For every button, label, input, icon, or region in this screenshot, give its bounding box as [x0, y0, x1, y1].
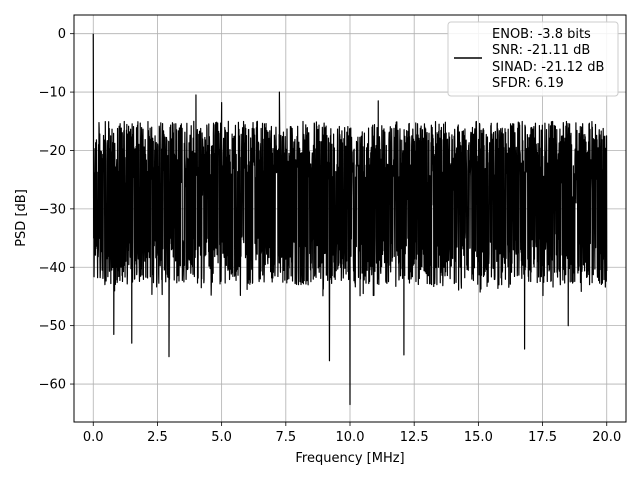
x-tick-label: 20.0	[592, 430, 621, 445]
y-axis-ticks: 0 −10 −20 −30 −40 −50 −60	[39, 27, 74, 393]
legend-entry-snr: SNR: -21.11 dB	[492, 43, 590, 58]
x-tick-label: 5.0	[211, 430, 232, 445]
x-tick-label: 10.0	[336, 430, 365, 445]
legend-box	[447, 21, 619, 97]
legend-entry-sfdr: SFDR: 6.19	[492, 76, 564, 91]
x-tick-label: 12.5	[400, 430, 429, 445]
x-axis-label: Frequency [MHz]	[295, 451, 404, 466]
x-axis-ticks: 0.0 2.5 5.0 7.5 10.0 12.5 15.0 17.5 20.0	[83, 422, 621, 445]
plot-area	[92, 33, 608, 406]
psd-series	[92, 33, 608, 406]
x-tick-label: 15.0	[464, 430, 493, 445]
y-tick-label: −50	[39, 319, 66, 334]
psd-series-line	[92, 33, 608, 406]
y-tick-label: −30	[39, 202, 66, 217]
legend-entry-enob: ENOB: -3.8 bits	[492, 27, 591, 42]
y-tick-label: −40	[39, 261, 66, 276]
x-tick-label: 0.0	[83, 430, 104, 445]
y-tick-label: −10	[39, 86, 66, 101]
y-tick-label: 0	[58, 27, 66, 42]
legend: ENOB: -3.8 bits SNR: -21.11 dB SINAD: -2…	[447, 21, 619, 97]
y-tick-label: −60	[39, 378, 66, 393]
y-tick-label: −20	[39, 144, 66, 159]
y-axis-label: PSD [dB]	[14, 189, 29, 247]
legend-entry-sinad: SINAD: -21.12 dB	[492, 60, 604, 75]
x-tick-label: 17.5	[528, 430, 557, 445]
x-tick-label: 2.5	[147, 430, 168, 445]
x-tick-label: 7.5	[275, 430, 296, 445]
